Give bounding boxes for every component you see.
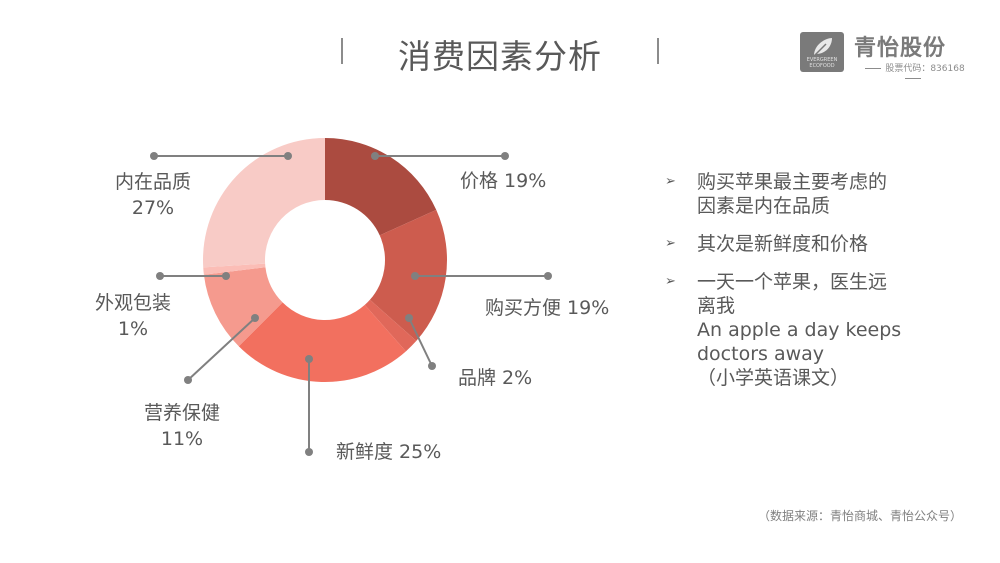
donut-slice-3	[238, 302, 406, 382]
leader-dots	[150, 152, 552, 456]
slice-label-appearance-value: 1%	[118, 318, 148, 340]
company-logo: EVERGREEN ECOFOOD 青怡股份 股票代码：836168	[800, 30, 975, 76]
leader-dot	[405, 314, 413, 322]
slice-label-appearance-name: 外观包装	[95, 292, 171, 314]
slice-label-nutrition-value: 11%	[161, 428, 203, 450]
leader-dot	[184, 376, 192, 384]
donut-slice-2	[364, 299, 417, 352]
arrow-bullet-icon: ➢	[665, 236, 676, 251]
finding-text: 其次是新鲜度和价格	[697, 233, 869, 255]
leader-dot	[305, 355, 313, 363]
leader-dot	[251, 314, 259, 322]
donut-slice-6	[202, 138, 325, 268]
arrow-bullet-icon: ➢	[665, 274, 676, 289]
finding-text: 购买苹果最主要考虑的 因素是内在品质	[697, 171, 888, 217]
title-block: 消费因素分析	[335, 28, 665, 76]
donut-slice-5	[203, 263, 266, 275]
leader-dot	[501, 152, 509, 160]
key-findings-list: ➢ 购买苹果最主要考虑的 因素是内在品质 ➢ 其次是新鲜度和价格 ➢ 一天一个苹…	[665, 170, 965, 404]
finding-item: ➢ 一天一个苹果，医生远 离我 An apple a day keeps doc…	[665, 270, 965, 390]
donut-slice-4	[203, 267, 283, 347]
leader-line-brand	[408, 317, 433, 367]
leader-dot	[428, 362, 436, 370]
donut-slice-1	[369, 209, 447, 341]
slice-label-nutrition-name: 营养保健	[144, 402, 220, 424]
donut-slice-0	[325, 138, 437, 236]
logo-company-name: 青怡股份	[854, 36, 947, 61]
finding-item: ➢ 其次是新鲜度和价格	[665, 232, 965, 256]
leader-dot	[544, 272, 552, 280]
slice-labels: 价格 19% 购买方便 19% 品牌 2% 新鲜度 25% 营养保健 11% 外…	[95, 170, 609, 463]
slice-label-quality-value: 27%	[132, 197, 174, 219]
slice-label-convenience: 购买方便 19%	[485, 297, 609, 319]
leaf-icon	[813, 38, 832, 57]
leader-dot	[371, 152, 379, 160]
leader-lines	[154, 155, 548, 452]
data-source-note: （数据来源：青怡商城、青怡公众号）	[757, 509, 962, 523]
leader-dot	[284, 152, 292, 160]
finding-text: 一天一个苹果，医生远 离我 An apple a day keeps docto…	[697, 271, 902, 389]
leader-line-nutrition	[187, 317, 256, 381]
logo-mark-icon: EVERGREEN ECOFOOD	[800, 32, 844, 72]
leader-dot	[222, 272, 230, 280]
leader-dot	[411, 272, 419, 280]
logo-stock-code: 股票代码：836168	[854, 61, 972, 84]
page-title: 消费因素分析	[398, 37, 602, 76]
leader-dot	[156, 272, 164, 280]
leader-dot	[150, 152, 158, 160]
slice-label-quality-name: 内在品质	[115, 171, 191, 193]
arrow-bullet-icon: ➢	[665, 174, 676, 189]
slice-label-price: 价格 19%	[460, 170, 546, 192]
finding-item: ➢ 购买苹果最主要考虑的 因素是内在品质	[665, 170, 965, 218]
donut-chart: 价格 19% 购买方便 19% 品牌 2% 新鲜度 25% 营养保健 11% 外…	[95, 138, 609, 463]
title-right-bar	[657, 38, 659, 64]
title-left-bar	[341, 38, 343, 64]
logo-box-text: EVERGREEN ECOFOOD	[806, 57, 838, 69]
leader-dot	[305, 448, 313, 456]
donut-slices	[202, 138, 447, 382]
slice-label-brand: 品牌 2%	[458, 367, 532, 389]
slice-label-freshness: 新鲜度 25%	[336, 441, 441, 463]
